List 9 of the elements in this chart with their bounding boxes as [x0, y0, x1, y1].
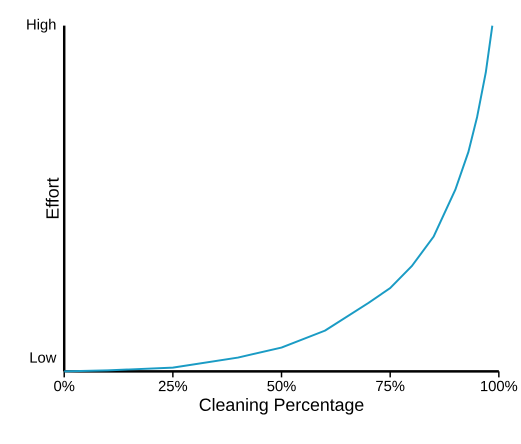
x-tick-label: 50%	[267, 381, 296, 392]
y-axis-title: Effort	[46, 178, 59, 218]
x-tick-label: 25%	[158, 381, 188, 392]
x-tick-label: 75%	[376, 381, 404, 392]
x-axis-title: Cleaning Percentage	[200, 398, 364, 415]
x-tick-label: 100%	[481, 381, 518, 392]
text: High	[27, 19, 56, 33]
text: Low	[30, 352, 56, 363]
x-tick-label: 0%	[54, 381, 74, 392]
